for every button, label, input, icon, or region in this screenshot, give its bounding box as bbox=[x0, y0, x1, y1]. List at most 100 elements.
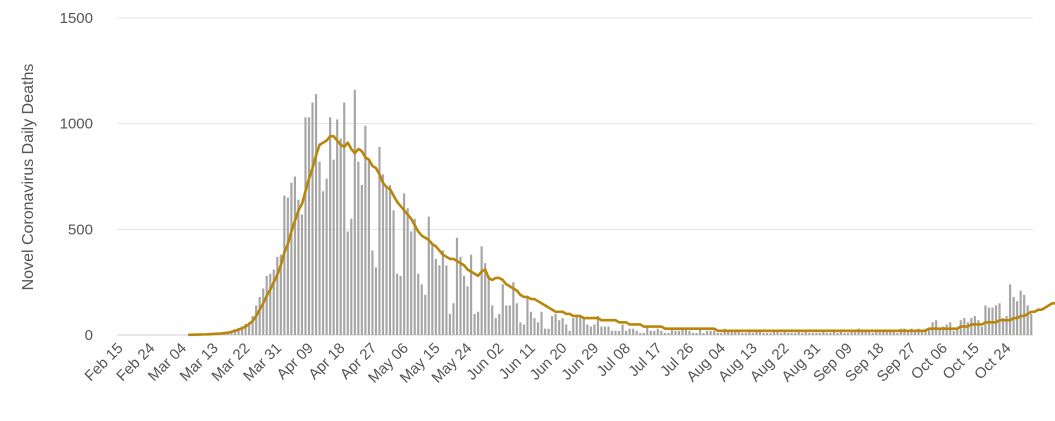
bar bbox=[624, 330, 628, 335]
bar bbox=[244, 324, 247, 335]
bar bbox=[646, 326, 649, 335]
bar bbox=[639, 332, 642, 335]
bar bbox=[614, 330, 617, 335]
bar bbox=[311, 102, 314, 336]
bar bbox=[343, 102, 346, 336]
bar bbox=[829, 332, 832, 335]
bar bbox=[392, 210, 395, 335]
bar bbox=[804, 330, 807, 335]
bar bbox=[769, 332, 772, 335]
bar bbox=[565, 324, 568, 335]
bar bbox=[512, 282, 515, 335]
bar bbox=[438, 265, 441, 335]
bar bbox=[783, 330, 786, 335]
bar bbox=[994, 305, 998, 335]
bar bbox=[741, 332, 744, 335]
bar bbox=[346, 231, 349, 335]
bar bbox=[385, 187, 388, 335]
bar bbox=[360, 184, 363, 335]
bar bbox=[593, 324, 596, 335]
bar bbox=[727, 330, 730, 335]
bar bbox=[762, 332, 765, 335]
bar bbox=[889, 330, 892, 335]
bar bbox=[927, 328, 931, 335]
bar bbox=[572, 318, 575, 335]
bar bbox=[427, 216, 430, 335]
bar bbox=[684, 328, 688, 335]
bar bbox=[1012, 296, 1015, 335]
bar bbox=[875, 330, 878, 335]
bar bbox=[956, 328, 959, 335]
bar bbox=[836, 332, 839, 335]
bar bbox=[536, 322, 540, 335]
bar bbox=[410, 231, 413, 335]
bar bbox=[660, 330, 663, 335]
bar bbox=[540, 311, 543, 335]
bar bbox=[589, 326, 592, 335]
bar bbox=[459, 256, 462, 335]
bar bbox=[765, 332, 769, 335]
bar bbox=[621, 324, 624, 335]
bar bbox=[825, 332, 828, 335]
bar bbox=[265, 275, 268, 335]
bar bbox=[653, 330, 656, 335]
bar bbox=[896, 332, 899, 335]
bar bbox=[395, 273, 399, 335]
bar bbox=[642, 332, 645, 335]
bar bbox=[713, 330, 716, 335]
bar bbox=[794, 332, 797, 335]
bar bbox=[469, 254, 473, 335]
bar bbox=[977, 320, 980, 335]
bar bbox=[420, 284, 423, 335]
bar bbox=[878, 330, 881, 335]
y-tick-label: 1000 bbox=[60, 116, 93, 133]
bar bbox=[984, 305, 987, 335]
bar bbox=[353, 89, 356, 335]
bar bbox=[603, 326, 607, 335]
bar bbox=[853, 330, 857, 335]
bar bbox=[480, 246, 483, 335]
bar bbox=[706, 330, 709, 335]
bar bbox=[808, 332, 811, 335]
bar bbox=[839, 330, 843, 335]
bar bbox=[318, 161, 321, 335]
bar bbox=[332, 159, 335, 335]
bar bbox=[325, 178, 328, 335]
bar bbox=[329, 117, 332, 336]
bar bbox=[755, 330, 758, 335]
bar bbox=[558, 320, 561, 335]
bar bbox=[339, 138, 342, 335]
y-tick-label: 0 bbox=[85, 327, 93, 344]
bar bbox=[255, 305, 258, 335]
bar bbox=[431, 244, 434, 335]
bar bbox=[1026, 305, 1029, 335]
bar bbox=[787, 332, 790, 335]
bar bbox=[547, 328, 550, 335]
bar bbox=[1009, 284, 1012, 335]
bar bbox=[772, 330, 776, 335]
bar bbox=[850, 330, 853, 335]
bar bbox=[455, 237, 459, 335]
bar bbox=[554, 313, 557, 335]
bar bbox=[716, 332, 719, 335]
bar bbox=[797, 330, 800, 335]
bar bbox=[529, 311, 533, 335]
bar bbox=[906, 330, 910, 335]
bar bbox=[304, 117, 307, 336]
grid-lines bbox=[117, 17, 1033, 336]
y-axis-ticks: 0 500 1000 1500 bbox=[60, 10, 93, 344]
bar bbox=[336, 119, 339, 335]
bar bbox=[730, 330, 733, 335]
bar bbox=[737, 330, 740, 335]
bar bbox=[607, 326, 610, 335]
bar bbox=[698, 328, 702, 335]
bar bbox=[498, 313, 501, 335]
bar bbox=[357, 161, 360, 335]
bar bbox=[314, 94, 318, 335]
bar bbox=[649, 330, 652, 335]
bar bbox=[522, 324, 526, 335]
bar bbox=[832, 330, 836, 335]
bar bbox=[677, 330, 681, 335]
